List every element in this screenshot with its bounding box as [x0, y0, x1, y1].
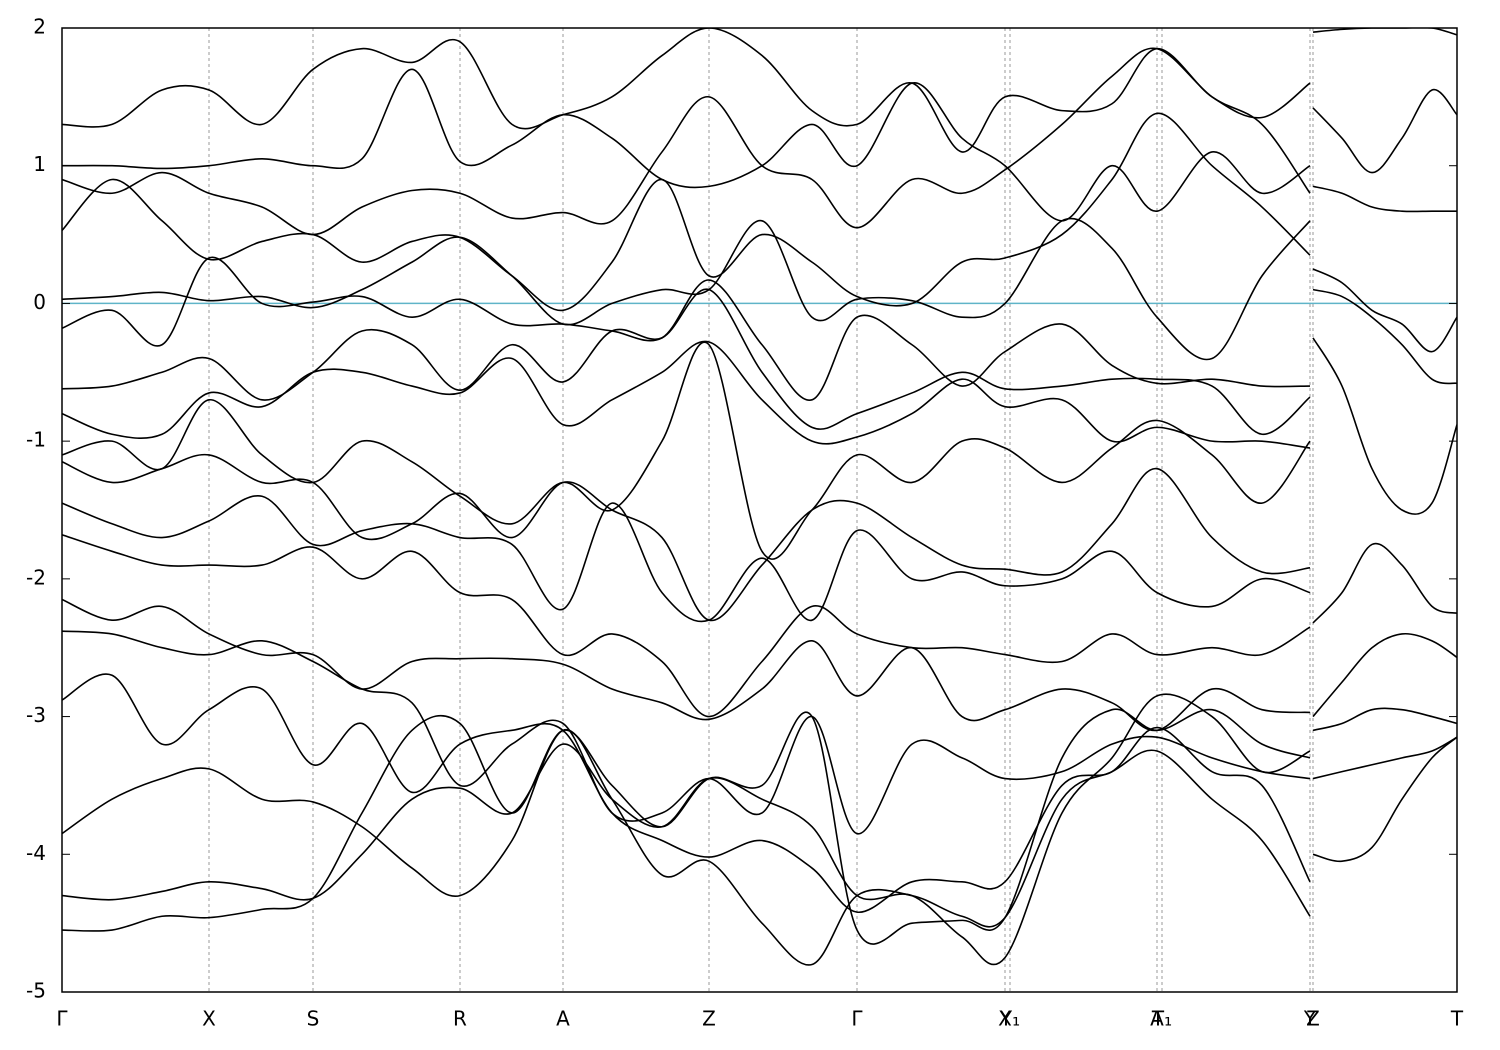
x-tick-label: Y₁	[999, 1007, 1020, 1031]
band	[1312, 268, 1457, 353]
band	[62, 495, 1311, 623]
band	[1312, 185, 1457, 213]
y-tick-label: -1	[26, 428, 46, 452]
x-tick-label: T₁	[1151, 1007, 1172, 1031]
band	[62, 630, 1311, 835]
y-tick-label: 0	[33, 290, 46, 314]
x-tick-label: R	[453, 1007, 467, 1031]
band	[62, 708, 1311, 945]
x-tick-label: Y	[1303, 1007, 1317, 1031]
y-tick-label: 2	[33, 15, 46, 39]
band	[62, 341, 1311, 560]
band	[62, 112, 1311, 312]
band	[62, 534, 1311, 718]
band	[62, 256, 1311, 401]
band	[62, 47, 1311, 236]
band	[1312, 337, 1457, 515]
x-tick-label: Γ	[851, 1007, 863, 1031]
y-tick-label: -4	[26, 841, 46, 865]
x-tick-label: Z	[1306, 1007, 1320, 1031]
bands	[62, 28, 1457, 966]
x-tick-label: A	[556, 1007, 570, 1031]
band	[1312, 632, 1457, 718]
y-tick-label: -3	[26, 703, 46, 727]
band	[62, 598, 1311, 732]
x-tick-label: Γ	[56, 1007, 68, 1031]
band	[1312, 288, 1457, 385]
band	[1312, 88, 1457, 174]
band	[62, 288, 1311, 436]
band	[1312, 542, 1457, 624]
band	[1312, 736, 1457, 780]
band	[62, 217, 1311, 361]
x-tick-label: A	[1150, 1007, 1164, 1031]
x-tick-label: T	[1450, 1007, 1464, 1031]
x-tick-label: S	[307, 1007, 320, 1031]
plot-frame	[61, 27, 1458, 993]
x-tick-label: X	[202, 1007, 216, 1031]
band	[62, 68, 1311, 222]
grid	[61, 28, 1458, 992]
x-tick-label: X	[998, 1007, 1012, 1031]
band	[62, 693, 1311, 966]
band	[62, 453, 1311, 622]
x-tick-label: Z	[702, 1007, 716, 1031]
band	[62, 340, 1311, 449]
y-tick-label: 1	[33, 152, 46, 176]
band	[62, 729, 1311, 966]
band	[1312, 736, 1457, 863]
band	[62, 28, 1311, 153]
y-tick-label: -5	[26, 979, 46, 1003]
y-tick-label: -2	[26, 565, 46, 589]
band	[1312, 707, 1457, 732]
